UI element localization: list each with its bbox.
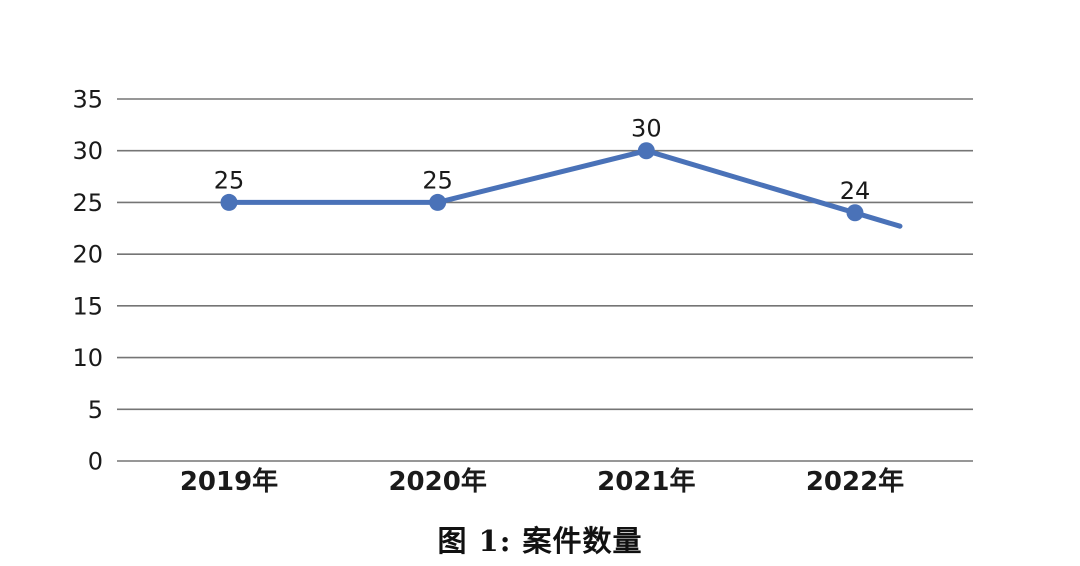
data-point-marker [429, 193, 447, 211]
y-tick-label: 0 [88, 448, 103, 476]
figure-caption: 图 1: 案件数量 [437, 524, 643, 558]
data-label: 25 [214, 166, 245, 194]
data-point-marker [846, 204, 864, 222]
y-tick-label: 5 [88, 396, 103, 424]
data-point-marker [637, 142, 655, 160]
x-tick-label: 2020年 [388, 466, 486, 497]
x-tick-label: 2019年 [180, 466, 278, 497]
y-tick-label: 10 [72, 344, 103, 372]
data-point-marker [220, 193, 238, 211]
data-label: 25 [422, 166, 453, 194]
x-tick-label: 2022年 [806, 466, 904, 497]
y-tick-label: 30 [72, 137, 103, 165]
case-count-line-chart: 0 5 10 15 20 25 30 35 25 25 30 24 2019年 2020年 2021年 202… [72, 86, 973, 497]
y-tick-label: 35 [72, 86, 103, 114]
y-tick-label: 20 [72, 241, 103, 269]
data-label: 24 [840, 177, 871, 205]
data-line [226, 148, 903, 229]
x-tick-label: 2021年 [597, 466, 695, 497]
y-tick-label: 25 [72, 189, 103, 217]
y-tick-label: 15 [72, 292, 103, 320]
data-label: 30 [631, 115, 662, 143]
